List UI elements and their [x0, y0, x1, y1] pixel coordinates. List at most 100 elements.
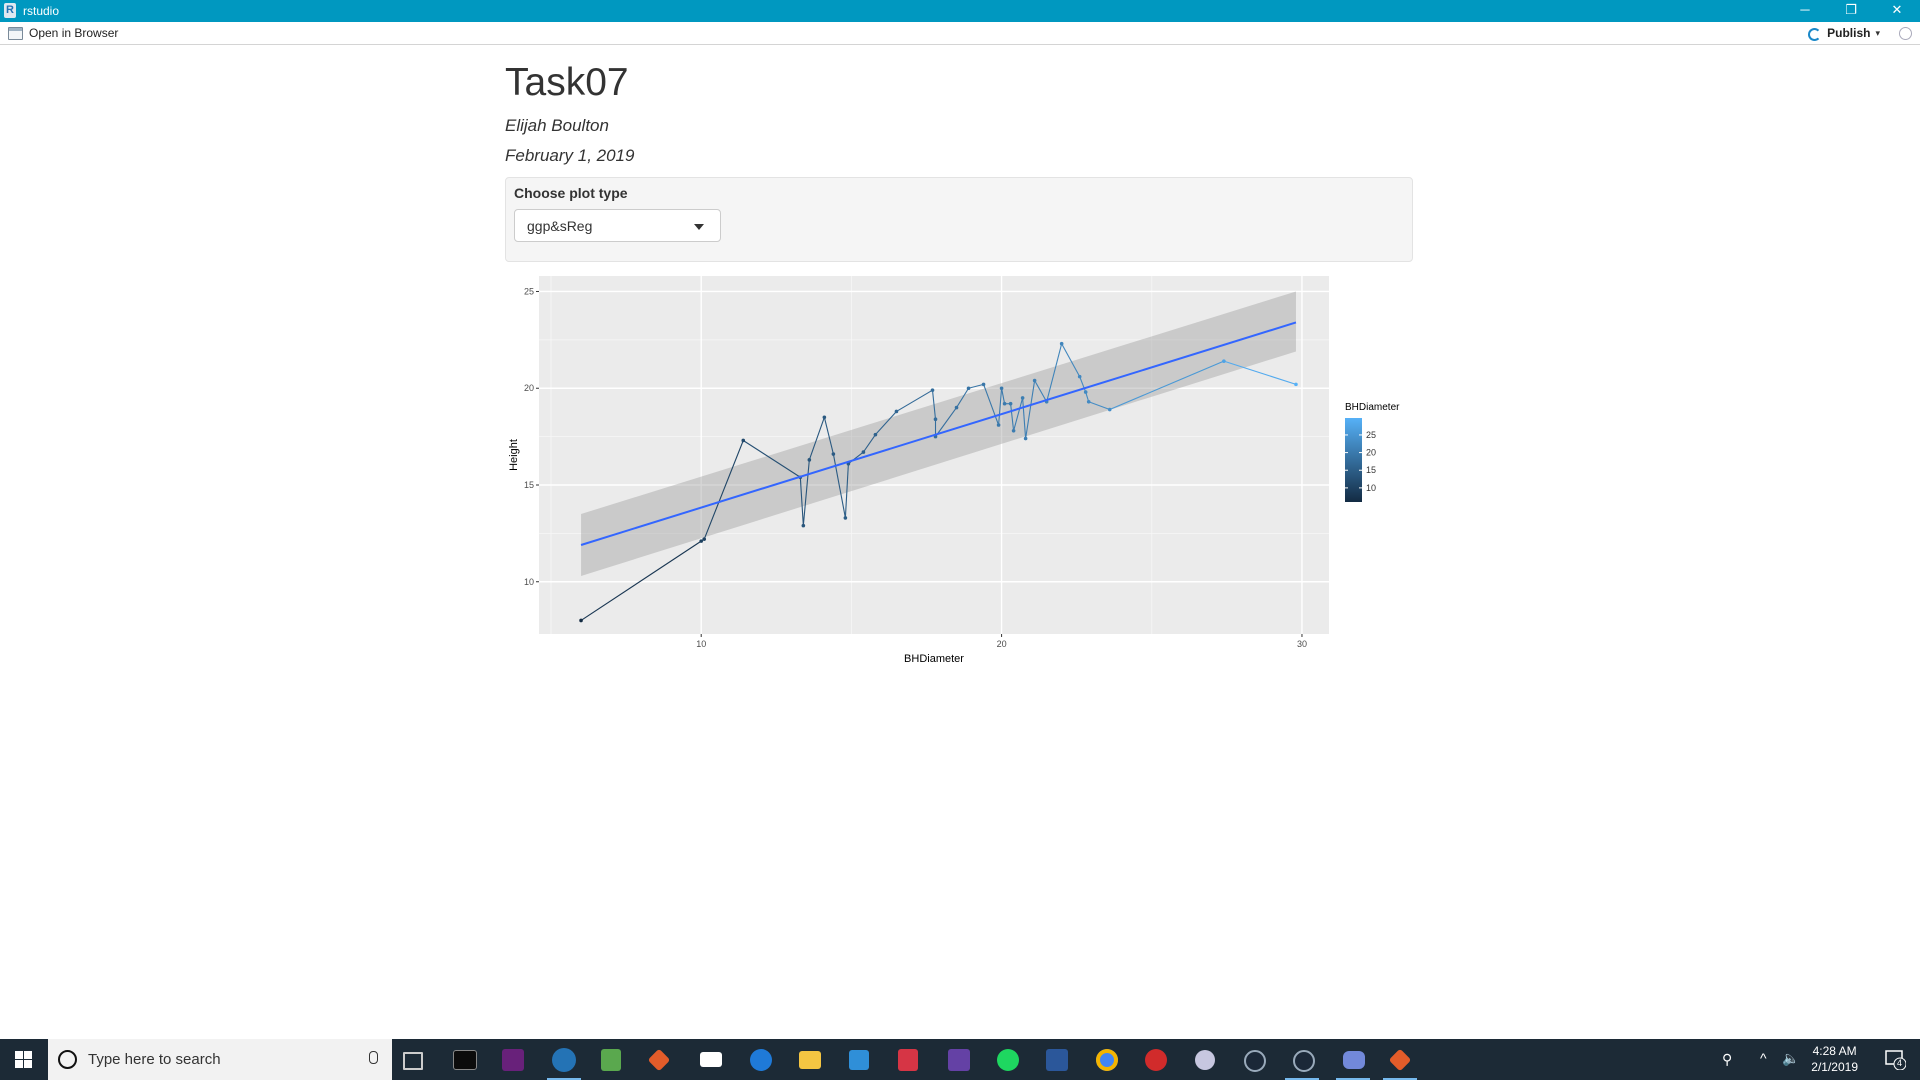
git-icon-2[interactable] [1388, 1048, 1412, 1072]
series-line-segment [1088, 401, 1110, 411]
data-point [843, 516, 848, 520]
data-point [954, 405, 959, 410]
series-line-segment [742, 440, 801, 478]
terminal-icon[interactable] [453, 1050, 477, 1070]
active-app-indicator-3 [1336, 1078, 1370, 1080]
media-icon[interactable] [1195, 1050, 1215, 1070]
data-point [1008, 401, 1013, 406]
series-line-segment [808, 417, 825, 461]
mail-icon[interactable] [700, 1052, 722, 1067]
git-icon[interactable] [647, 1048, 671, 1072]
chevron-up-icon[interactable]: ^ [1760, 1050, 1767, 1066]
volume-icon[interactable]: 🔈 [1782, 1050, 1800, 1066]
notification-count: 4 [1897, 1058, 1903, 1068]
data-point [1107, 407, 1112, 412]
windows-start-button[interactable] [0, 1039, 48, 1080]
refresh-icon[interactable] [1899, 27, 1912, 40]
legend-colorbar [1345, 418, 1362, 502]
windows-logo-icon [15, 1051, 32, 1068]
input-panel: Choose plot type ggp&sReg [505, 177, 1413, 262]
data-point [933, 417, 938, 421]
y-axis-title: Height [508, 439, 520, 471]
rstudio-taskbar-icon[interactable] [552, 1048, 576, 1072]
data-point [1086, 399, 1091, 404]
plot-type-label: Choose plot type [514, 185, 628, 201]
data-point [741, 438, 746, 443]
y-tick-label: 20 [524, 383, 534, 393]
series-line-segment [823, 417, 834, 455]
publish-button[interactable]: Publish ▾ [1808, 26, 1880, 41]
data-point [966, 386, 971, 391]
series-line-segment [896, 389, 933, 412]
plot-type-select[interactable]: ggp&sReg [514, 209, 721, 242]
visual-studio-icon[interactable] [502, 1049, 524, 1071]
open-in-browser-button[interactable]: Open in Browser [8, 26, 118, 40]
data-point [1032, 378, 1037, 383]
data-point [1002, 401, 1007, 406]
steam-icon-2[interactable] [1293, 1050, 1315, 1072]
plot-panel [539, 276, 1329, 634]
close-button[interactable]: ✕ [1891, 2, 1903, 17]
action-center-button[interactable]: 4 [1884, 1048, 1907, 1071]
spotify-icon[interactable] [997, 1049, 1019, 1071]
notepad-icon[interactable] [601, 1049, 621, 1071]
y-tick-label: 15 [524, 480, 534, 490]
data-point [873, 432, 878, 437]
people-icon[interactable]: ⚲ [1722, 1051, 1733, 1067]
series-line-segment [983, 384, 1000, 426]
clock-time: 4:28 AM [1812, 1044, 1857, 1058]
discord-icon[interactable] [1343, 1051, 1365, 1069]
file-explorer-icon[interactable] [799, 1051, 821, 1069]
series-line-segment [968, 383, 984, 389]
edge-icon[interactable] [750, 1049, 772, 1071]
chevron-down-icon[interactable]: ▾ [1875, 27, 1880, 38]
page-title: Task07 [505, 61, 629, 104]
clock-date: 2/1/2019 [1811, 1060, 1858, 1074]
task-view-icon[interactable] [403, 1052, 423, 1070]
data-point [579, 618, 583, 623]
window-titlebar: R rstudio ─ ❐ ✕ [0, 0, 1920, 22]
minimize-button[interactable]: ─ [1800, 2, 1810, 17]
data-point [801, 523, 806, 528]
steam-icon[interactable] [1244, 1050, 1266, 1072]
y-tick-label: 10 [524, 577, 534, 587]
gift-icon[interactable] [898, 1049, 918, 1071]
data-point [861, 450, 866, 454]
data-point [1294, 382, 1298, 387]
data-point [702, 537, 707, 541]
series-line-segment [1079, 376, 1087, 393]
series-line-segment [1034, 380, 1048, 403]
antivirus-icon[interactable] [1145, 1049, 1167, 1071]
series-line-segment [1061, 343, 1081, 377]
series-line-segment [998, 388, 1003, 426]
series-line-segment [862, 434, 876, 453]
word-icon[interactable] [1046, 1049, 1068, 1071]
system-clock[interactable]: 4:28 AM 2/1/2019 [1811, 1043, 1858, 1075]
x-tick-label: 30 [1297, 639, 1307, 649]
chrome-icon[interactable] [1096, 1049, 1118, 1071]
series-line-segment [956, 387, 970, 408]
data-point [894, 409, 899, 414]
microphone-icon[interactable] [369, 1051, 378, 1064]
data-point [822, 415, 827, 420]
series-line-segment [703, 440, 744, 540]
twitch-icon[interactable] [948, 1049, 970, 1071]
taskbar-search[interactable]: Type here to search [48, 1039, 392, 1080]
store-icon[interactable] [849, 1050, 869, 1070]
data-point [1222, 359, 1226, 363]
search-placeholder: Type here to search [88, 1051, 221, 1068]
taskbar: Type here to search ⚲ ^ 🔈 4:28 AM 2/1/20… [0, 1039, 1920, 1080]
series-line-segment [1010, 403, 1015, 431]
window-title: rstudio [23, 4, 60, 18]
active-app-indicator [547, 1078, 581, 1080]
series-line-segment [799, 477, 804, 526]
restore-button[interactable]: ❐ [1845, 2, 1857, 17]
data-point [1020, 396, 1025, 400]
active-app-indicator-4 [1383, 1078, 1417, 1080]
series-line-segment [1022, 397, 1027, 439]
notification-icon [1885, 1050, 1907, 1071]
series-line-segment [1046, 343, 1063, 402]
data-point [1023, 436, 1028, 441]
data-point [807, 458, 812, 462]
series-line-segment [844, 463, 849, 518]
